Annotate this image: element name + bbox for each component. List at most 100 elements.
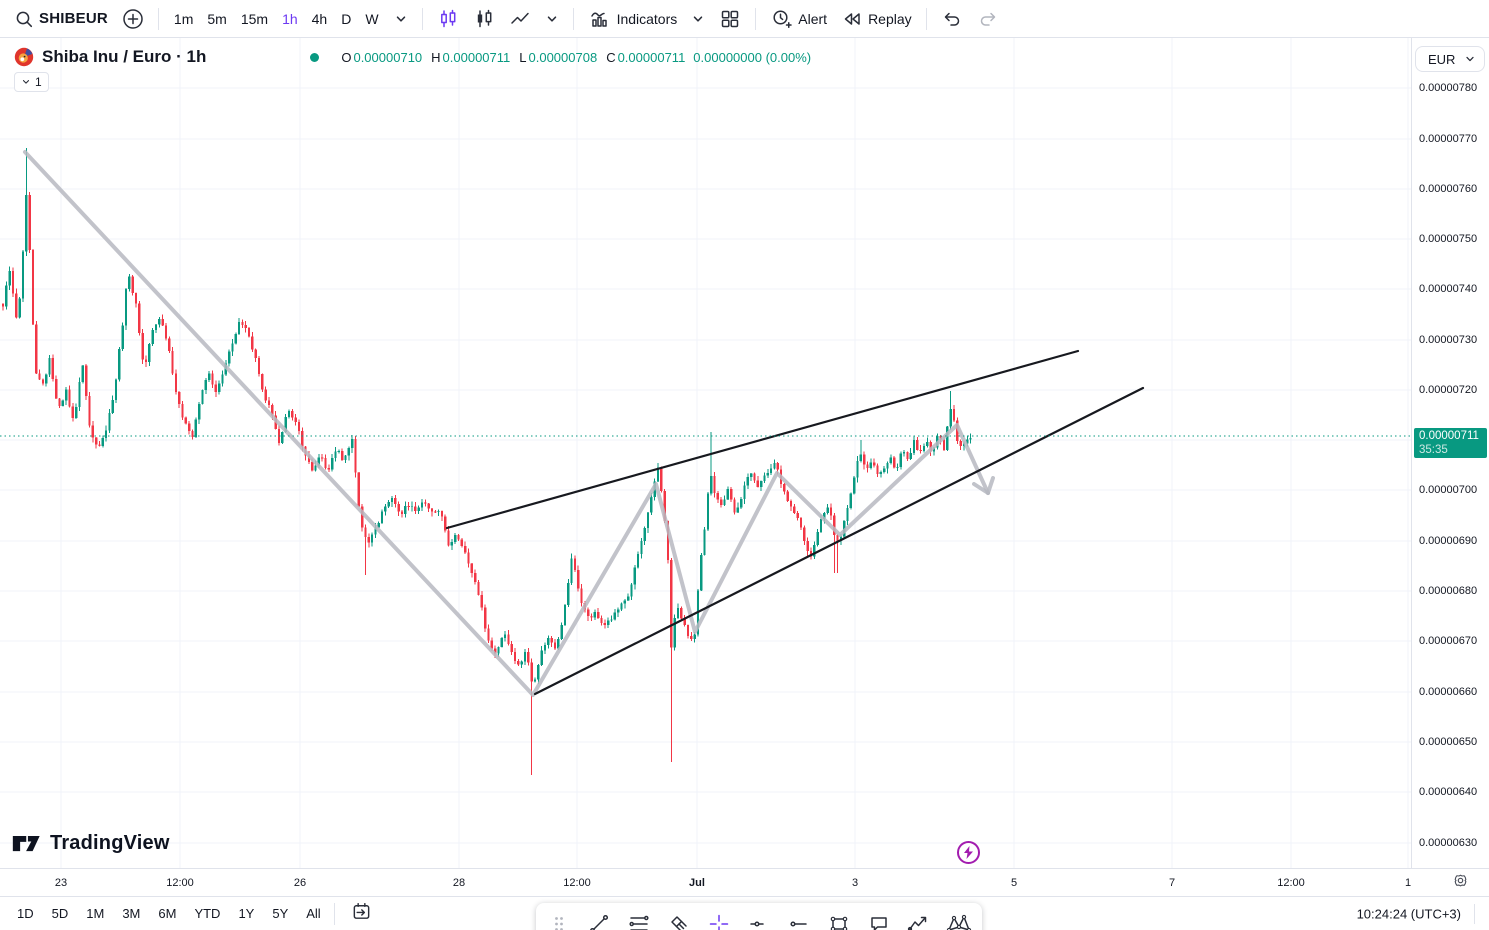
- text-note-tool[interactable]: [866, 911, 892, 930]
- time-axis-label: 12:00: [166, 876, 194, 889]
- shiba-inu-logo: [14, 47, 34, 67]
- price-axis[interactable]: EUR 0.00000780 0.00000770 0.00000760 0.0000…: [1411, 38, 1489, 868]
- interval-button-1h[interactable]: 1h: [282, 10, 298, 27]
- pane-collapse-toggle[interactable]: 1: [14, 72, 49, 92]
- plus-circle-icon: [123, 8, 143, 29]
- ohlc-value: 0.00000711: [442, 49, 511, 65]
- line-chart-icon: [510, 12, 529, 24]
- current-price-badge: 0.00000711 35:35: [1414, 428, 1487, 458]
- wedge-upper-trend-drawing-line[interactable]: [445, 349, 1080, 530]
- price-change: 0.00000000 (0.00%): [693, 49, 812, 65]
- chevron-down-icon: [396, 15, 405, 22]
- redo-button[interactable]: [971, 4, 1005, 34]
- interval-button-15m[interactable]: 15m: [240, 10, 269, 27]
- ohlc-item: C 0.00000711: [606, 50, 685, 65]
- replay-icon: [844, 12, 860, 25]
- wedge-lower-trend-drawing-line[interactable]: [533, 386, 1145, 696]
- range-button-YTD[interactable]: YTD: [194, 906, 221, 921]
- range-button-5D[interactable]: 5D: [51, 906, 69, 921]
- market-status-dot: [310, 52, 320, 62]
- range-button-1Y[interactable]: 1Y: [238, 906, 255, 921]
- price-axis-label: 0.00000690: [1419, 535, 1478, 547]
- range-button-All[interactable]: All: [306, 906, 321, 921]
- axis-settings-gear-button[interactable]: [1452, 872, 1469, 894]
- indicators-menu-button[interactable]: [685, 8, 711, 30]
- hollow-candles-icon: [477, 9, 492, 27]
- replay-button[interactable]: Replay: [835, 4, 918, 34]
- undo-icon: [944, 12, 959, 26]
- price-axis-label: 0.00000640: [1419, 786, 1478, 798]
- crosshair-icon: [709, 914, 729, 930]
- toolbar-separator: [421, 7, 423, 30]
- layout-grid-button[interactable]: [713, 4, 747, 34]
- alert-clock-icon: [773, 9, 793, 28]
- time-axis-label: 26: [293, 876, 307, 889]
- price-axis-label: 0.00000760: [1419, 183, 1478, 195]
- interval-menu-button[interactable]: [388, 8, 414, 30]
- chart-pane[interactable]: Shiba Inu / Euro · 1h O 0.00000710 H 0.0000…: [0, 38, 1411, 868]
- floating-drawing-toolbar: [536, 903, 982, 930]
- currency-unit-button[interactable]: EUR: [1415, 46, 1485, 72]
- alert-button[interactable]: Alert: [764, 4, 833, 34]
- go-to-date-button[interactable]: [345, 899, 378, 929]
- range-button-3M[interactable]: 3M: [122, 906, 141, 921]
- price-axis-label: 0.00000680: [1419, 585, 1478, 597]
- ray-tool[interactable]: [786, 911, 812, 930]
- replay-label: Replay: [868, 10, 912, 27]
- price-axis-label: 0.00000630: [1419, 837, 1478, 849]
- current-price-value: 0.00000711: [1419, 430, 1479, 442]
- price-axis-label: 0.00000700: [1419, 484, 1478, 496]
- chart-type-hollow-candles-button[interactable]: [467, 4, 501, 34]
- horizontal-ray-tool[interactable]: [746, 911, 772, 930]
- pattern-xabcd-icon: [946, 914, 972, 930]
- pair-title[interactable]: Shiba Inu / Euro · 1h: [42, 47, 207, 66]
- symbol-search-button[interactable]: SHIBEUR: [8, 5, 114, 33]
- chart-type-candles-button[interactable]: [431, 4, 465, 34]
- layout-grid-icon: [722, 10, 739, 27]
- interval-button-W[interactable]: W: [365, 10, 379, 27]
- undo-button[interactable]: [935, 4, 969, 34]
- parallel-lines-icon: [629, 915, 649, 930]
- brush-tool[interactable]: [666, 911, 692, 930]
- time-axis-label: Jul: [689, 876, 705, 889]
- crosshair-tool[interactable]: [706, 911, 732, 930]
- chart-type-menu-button[interactable]: [539, 8, 565, 30]
- time-axis[interactable]: 23 12:00 26 28 12:00 Jul 3 5 7 12:00 1: [0, 868, 1489, 896]
- toolbar-separator: [333, 902, 335, 925]
- range-button-5Y[interactable]: 5Y: [272, 906, 289, 921]
- price-chart-canvas[interactable]: [0, 38, 1411, 868]
- ohlc-key: H: [431, 49, 441, 65]
- rectangle-icon: [830, 916, 848, 930]
- ray-icon: [790, 921, 807, 927]
- gray-arrowhead-line[interactable]: [986, 476, 995, 495]
- gray-arrowhead-line[interactable]: [972, 482, 990, 495]
- session-clock[interactable]: 10:24:24 (UTC+3): [1356, 906, 1461, 921]
- tradingview-logo[interactable]: TradingView: [12, 832, 170, 855]
- pattern-xabcd-tool[interactable]: [946, 911, 972, 930]
- rectangle-tool[interactable]: [826, 911, 852, 930]
- toolbar-drag-handle[interactable]: [546, 911, 572, 930]
- interval-button-4h[interactable]: 4h: [311, 10, 328, 27]
- gray-trend-zigzag-drawing-line[interactable]: [23, 150, 990, 697]
- trend-line-tool[interactable]: [586, 911, 612, 930]
- interval-button-D[interactable]: D: [341, 10, 352, 27]
- search-icon: [16, 11, 33, 27]
- chevron-down-icon: [22, 80, 30, 84]
- interval-button-1m[interactable]: 1m: [173, 10, 194, 27]
- range-button-1M[interactable]: 1M: [86, 906, 105, 921]
- zigzag-arrow-tool[interactable]: [906, 911, 932, 930]
- symbol-name: SHIBEUR: [39, 10, 108, 27]
- range-button-1D[interactable]: 1D: [17, 906, 34, 921]
- range-button-6M[interactable]: 6M: [158, 906, 177, 921]
- indicators-button[interactable]: Indicators: [582, 4, 684, 34]
- time-axis-label: 28: [452, 876, 466, 889]
- ohlc-item: H 0.00000711: [431, 50, 510, 65]
- compare-add-button[interactable]: [116, 4, 150, 34]
- interval-button-5m[interactable]: 5m: [207, 10, 227, 27]
- toolbar-separator: [157, 7, 159, 30]
- lightning-mode-button[interactable]: [957, 841, 980, 864]
- zigzag-arrow-icon: [907, 916, 927, 930]
- toolbar-separator: [1474, 904, 1475, 924]
- chart-type-line-button[interactable]: [503, 4, 537, 34]
- parallel-lines-tool[interactable]: [626, 911, 652, 930]
